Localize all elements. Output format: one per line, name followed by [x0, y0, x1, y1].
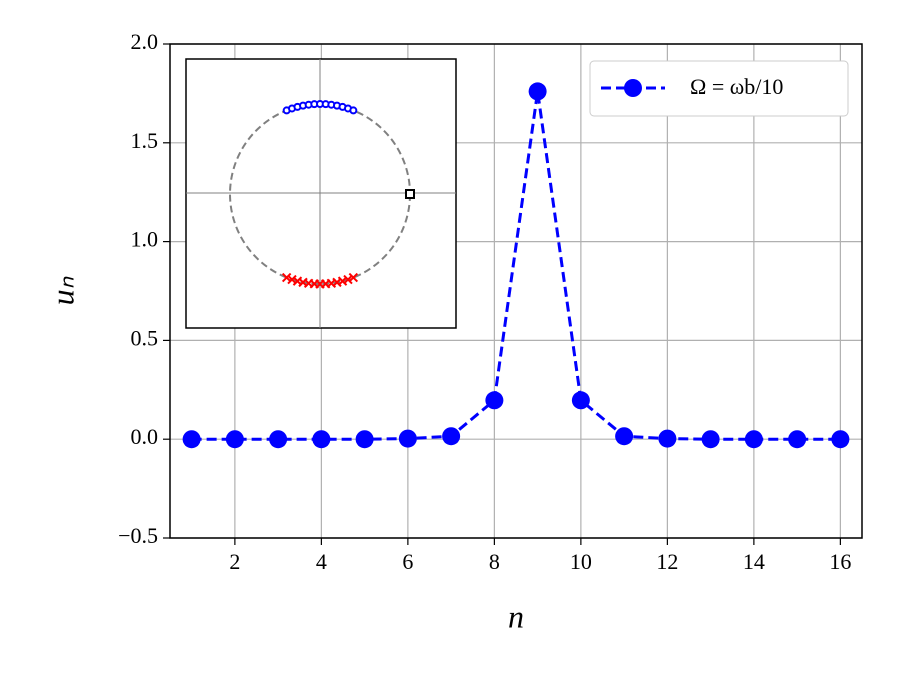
- data-point: [615, 427, 634, 446]
- inset-x-marker: [337, 276, 348, 286]
- x-tick-label: 4: [316, 549, 327, 574]
- series-line: [191, 91, 841, 441]
- legend-label: Ω = ωb/10: [690, 74, 783, 99]
- data-point: [398, 429, 417, 448]
- x-tick-label: 12: [656, 549, 678, 574]
- inset-square: [405, 189, 415, 199]
- inset-x-marker: [343, 274, 353, 285]
- data-point: [658, 429, 677, 448]
- data-point: [355, 430, 374, 449]
- y-tick-label: 1.0: [131, 227, 159, 252]
- x-tick-label: 2: [229, 549, 240, 574]
- axes-frame: [169, 43, 863, 539]
- y-tick-label: 0.5: [131, 325, 159, 350]
- legend: Ω = ωb/10: [589, 60, 849, 117]
- inset-x-marker: [348, 272, 359, 283]
- data-point: [831, 430, 850, 449]
- data-point: [485, 391, 504, 410]
- data-point: [788, 430, 807, 449]
- plot: [182, 82, 850, 449]
- y-axis-label: uₙ: [44, 275, 80, 305]
- data-point: [528, 82, 547, 101]
- y-tick-label: 2.0: [131, 29, 159, 54]
- data-point: [701, 430, 720, 449]
- data-point: [312, 430, 331, 449]
- y-tick-label: 0.0: [131, 424, 159, 449]
- x-tick-label: 10: [570, 549, 592, 574]
- legend-box: [589, 60, 849, 117]
- inset-circle-marker: [349, 106, 358, 115]
- y-tick-label: −0.5: [118, 523, 158, 548]
- data-point: [182, 430, 201, 449]
- inset-markers: [281, 100, 359, 289]
- x-tick-label: 16: [829, 549, 851, 574]
- inset-x-marker: [287, 274, 297, 285]
- x-tick-label: 8: [489, 549, 500, 574]
- data-point: [269, 430, 288, 449]
- inset: [185, 58, 457, 329]
- data-point: [442, 427, 461, 446]
- legend-marker: [624, 79, 642, 97]
- data-point: [571, 391, 590, 410]
- y-tick-label: 1.5: [131, 128, 159, 153]
- data-point: [744, 430, 763, 449]
- data-point: [225, 430, 244, 449]
- x-axis-label: n: [508, 598, 524, 634]
- x-tick-label: 6: [402, 549, 413, 574]
- x-tick-label: 14: [743, 549, 765, 574]
- inset-x-marker: [281, 272, 292, 283]
